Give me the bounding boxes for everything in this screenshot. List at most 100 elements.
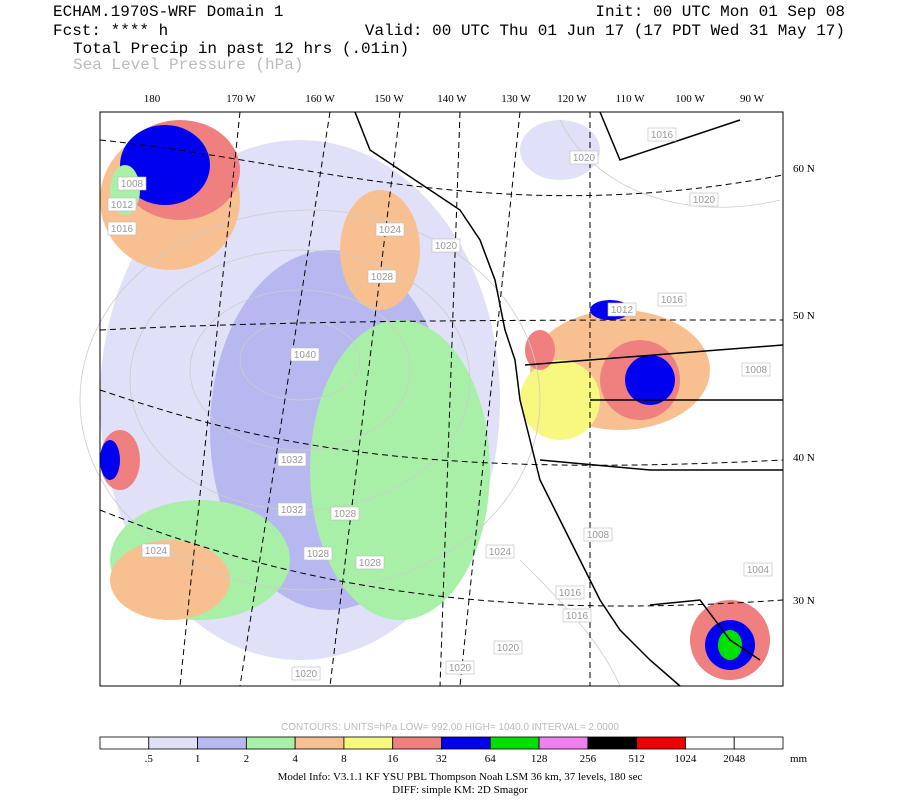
longitude-label: 140 W: [437, 93, 467, 105]
coastline: [354, 111, 784, 687]
contour-label: 1028: [359, 558, 382, 569]
contour-label-box: [689, 192, 719, 207]
colorbar-swatch: [294, 736, 345, 750]
contour-label: 1016: [559, 588, 582, 599]
longitude-label: 90 W: [740, 93, 765, 105]
colorbar-swatch: [148, 736, 198, 750]
contour-label-box: [277, 502, 307, 517]
map: [79, 111, 784, 687]
precip-area: [520, 120, 600, 180]
latitude-label: 40 N: [793, 452, 815, 464]
contour-label: 1008: [121, 179, 144, 190]
contour-label-box: [303, 546, 333, 561]
colorbar-label: .5: [145, 753, 154, 765]
contour-label: 1020: [435, 241, 458, 252]
contour-label-box: [569, 150, 599, 165]
model-info: Model Info: V3.1.1 KF YSU PBL Thompson N…: [278, 771, 643, 783]
colorbar-label: 512: [628, 753, 645, 765]
contour-label: 1012: [611, 305, 634, 316]
contour-label: 1020: [295, 669, 318, 680]
longitude-label: 180: [144, 93, 161, 105]
precip-area: [520, 360, 600, 440]
colorbar-swatch: [441, 736, 491, 750]
colorbar-swatch: [636, 736, 686, 750]
contour-label-box: [290, 347, 320, 362]
contour-label: 1024: [145, 546, 168, 557]
contour-label: 1020: [449, 663, 472, 674]
contour-label: 1028: [371, 272, 394, 283]
contour-label-box: [743, 562, 773, 577]
longitude-label: 110 W: [615, 93, 645, 105]
colorbar-swatch: [343, 736, 394, 750]
precip-area: [110, 540, 230, 620]
init-time: Init: 00 UTC Mon 01 Sep 08: [595, 3, 845, 21]
colorbar-label: 2048: [723, 753, 746, 765]
contour-label-box: [647, 127, 677, 142]
longitude-label: 100 W: [675, 93, 705, 105]
colorbar-label: 32: [436, 753, 447, 765]
contour-label-box: [141, 543, 171, 558]
contour-label-box: [277, 452, 307, 467]
contour-label: 1016: [651, 130, 674, 141]
contour-label: 1032: [281, 505, 304, 516]
contour-label: 1028: [334, 509, 357, 520]
contour-label: 1016: [111, 224, 134, 235]
contour-label-box: [117, 176, 147, 191]
precip-area: [525, 330, 555, 370]
contour-info: CONTOURS: UNITS=hPa LOW= 992.00 HIGH= 10…: [281, 722, 619, 733]
colorbar-swatch: [587, 736, 638, 750]
map-frame: [99, 111, 784, 687]
contour-label-box: [375, 222, 405, 237]
contour-label-box: [291, 666, 321, 681]
contour-label-box: [657, 292, 687, 307]
valid-time: Valid: 00 UTC Thu 01 Jun 17 (17 PDT Wed …: [365, 22, 845, 40]
contour-label-box: [330, 506, 360, 521]
contour-label: 1008: [587, 530, 610, 541]
precip-area: [100, 440, 120, 480]
contour-label: 1040: [294, 350, 317, 361]
contour-label-box: [741, 362, 771, 377]
field-name: Total Precip in past 12 hrs (.01in): [73, 40, 409, 58]
colorbar-swatch: [245, 736, 296, 750]
contour-label-box: [555, 585, 585, 600]
longitude-label: 150 W: [374, 93, 404, 105]
colorbar: .5 1 2 4 8 16 32 64 128 256 512 1024 2048 mm: [99, 736, 808, 765]
longitude-label: 130 W: [501, 93, 531, 105]
title: ECHAM.1970S-WRF Domain 1: [53, 3, 283, 21]
longitude-label: 160 W: [305, 93, 335, 105]
colorbar-swatch: [99, 736, 150, 750]
latitude-label: 50 N: [793, 310, 815, 322]
precip-area: [625, 355, 675, 405]
contour-label: 1008: [745, 365, 768, 376]
contour-label: 1020: [573, 153, 596, 164]
contour-label-box: [445, 660, 475, 675]
colorbar-label: 2: [244, 753, 250, 765]
colorbar-label: 16: [387, 753, 399, 765]
latitude-label: 60 N: [793, 163, 815, 175]
longitude-label: 120 W: [557, 93, 587, 105]
precip-area: [718, 630, 742, 660]
colorbar-label: 64: [485, 753, 497, 765]
contour-label-box: [493, 640, 523, 655]
colorbar-label: 1024: [674, 753, 697, 765]
contour-label: 1032: [281, 455, 304, 466]
contour-label: 1020: [693, 195, 716, 206]
precip-area: [340, 190, 420, 310]
contour-label-box: [367, 269, 397, 284]
colorbar-label: 128: [531, 753, 548, 765]
contour-label: 1020: [497, 643, 520, 654]
contour-label: 1016: [661, 295, 684, 306]
colorbar-swatch: [489, 736, 540, 750]
contour-label: 1012: [111, 200, 134, 211]
colorbar-label: 8: [341, 753, 347, 765]
colorbar-label: 1: [195, 753, 201, 765]
field-name: Sea Level Pressure (hPa): [73, 56, 303, 74]
colorbar-unit: mm: [790, 753, 808, 765]
contour-label: 1024: [489, 547, 512, 558]
colorbar-label: 4: [292, 753, 298, 765]
contour-label-box: [562, 608, 592, 623]
colorbar-swatch: [538, 736, 589, 750]
contour-label-box: [107, 197, 137, 212]
colorbar-swatch: [197, 736, 247, 750]
